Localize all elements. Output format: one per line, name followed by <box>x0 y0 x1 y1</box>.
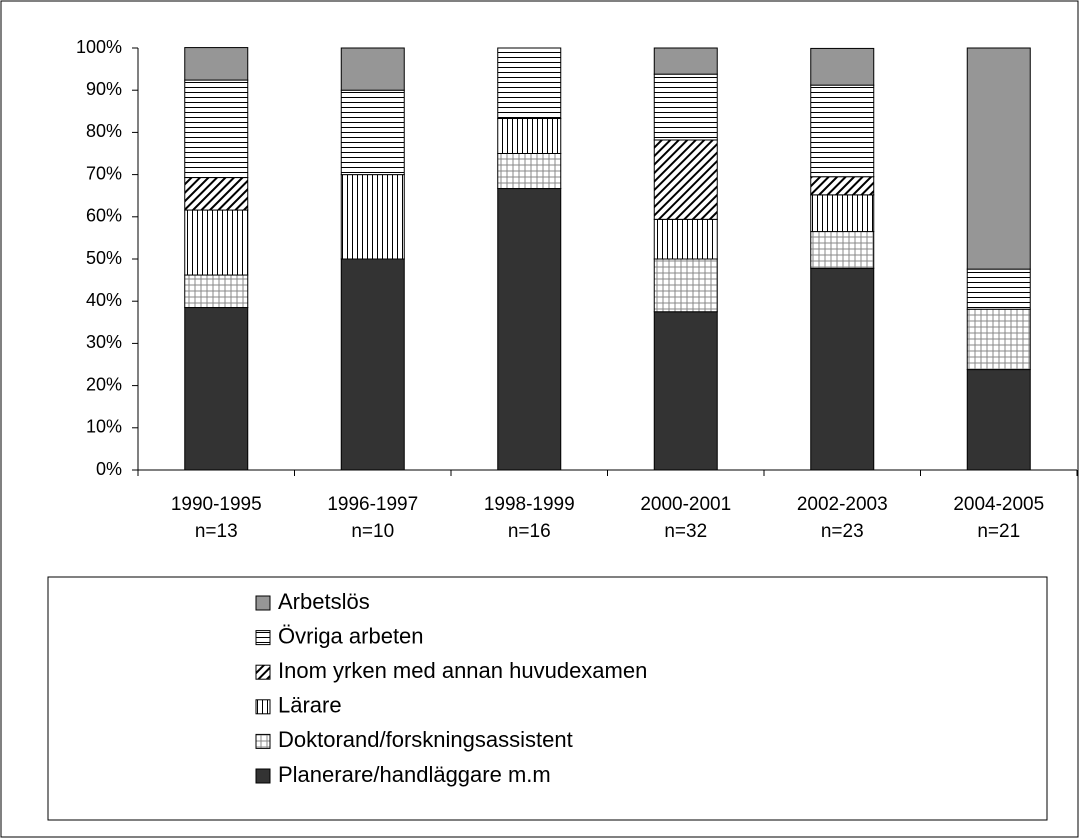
bar-segment <box>966 369 1031 471</box>
legend-label: Planerare/handläggare m.m <box>278 762 551 787</box>
bar-segment <box>653 47 718 75</box>
bar-segment <box>810 267 875 471</box>
y-tick-label: 20% <box>86 374 122 394</box>
bar-segment <box>184 307 249 471</box>
x-tick-count: n=21 <box>977 521 1020 542</box>
x-tick-label: 2004-2005 <box>953 494 1044 515</box>
y-tick-label: 0% <box>96 459 122 479</box>
legend-label: Arbetslös <box>278 589 370 614</box>
y-tick-label: 70% <box>86 163 122 183</box>
bar-segment <box>184 274 249 309</box>
bar-segment <box>340 89 405 176</box>
bar-segment <box>966 268 1031 310</box>
bar-segment <box>497 117 562 154</box>
x-tick-label: 2000-2001 <box>640 494 731 515</box>
x-tick-count: n=10 <box>351 521 394 542</box>
bar-segment <box>810 194 875 233</box>
bar-segment <box>810 47 875 86</box>
bar-segment <box>810 231 875 269</box>
bar-segment <box>653 73 718 141</box>
bar-segment <box>810 84 875 178</box>
bar-segment <box>184 209 249 276</box>
legend-swatch <box>255 733 271 749</box>
legend-label: Inom yrken med annan huvudexamen <box>278 658 647 683</box>
bar-segment <box>966 308 1031 371</box>
x-tick-label: 2002-2003 <box>797 494 888 515</box>
bar-segment <box>810 176 875 196</box>
bar-segment <box>340 258 405 471</box>
bar-segment <box>653 218 718 260</box>
legend-swatch <box>255 699 271 715</box>
bar-segment <box>497 188 562 471</box>
y-tick-label: 40% <box>86 290 122 310</box>
x-tick-label: 1990-1995 <box>171 494 262 515</box>
y-tick-label: 10% <box>86 417 122 437</box>
bar-segment <box>653 258 718 313</box>
y-tick-label: 50% <box>86 248 122 268</box>
y-tick-label: 60% <box>86 206 122 226</box>
x-tick-count: n=32 <box>664 521 707 542</box>
bar-segment <box>184 47 249 81</box>
bar-segment <box>497 47 562 119</box>
y-tick-label: 30% <box>86 332 122 352</box>
bar-segment <box>966 47 1031 270</box>
legend-swatch <box>255 630 271 646</box>
x-tick-label: 1998-1999 <box>484 494 575 515</box>
x-tick-count: n=16 <box>508 521 551 542</box>
legend-swatch <box>255 664 271 680</box>
legend-box <box>47 576 1048 821</box>
y-tick-label: 90% <box>86 79 122 99</box>
legend-swatch <box>255 595 271 611</box>
legend-label: Lärare <box>278 693 342 718</box>
bar-segment <box>184 177 249 211</box>
bar-segment <box>653 311 718 471</box>
bar-segment <box>340 47 405 91</box>
y-tick-label: 100% <box>76 37 122 57</box>
x-tick-count: n=23 <box>821 521 864 542</box>
legend-label: Doktorand/forskningsassistent <box>278 727 573 752</box>
legend-label: Övriga arbeten <box>278 623 424 648</box>
x-tick-label: 1996-1997 <box>327 494 418 515</box>
legend-swatch <box>255 768 271 784</box>
bar-segment <box>653 139 718 220</box>
y-tick-label: 80% <box>86 121 122 141</box>
bar-segment <box>184 79 249 179</box>
bar-segment <box>497 153 562 190</box>
bar-segment <box>340 174 405 260</box>
x-tick-count: n=13 <box>195 521 238 542</box>
